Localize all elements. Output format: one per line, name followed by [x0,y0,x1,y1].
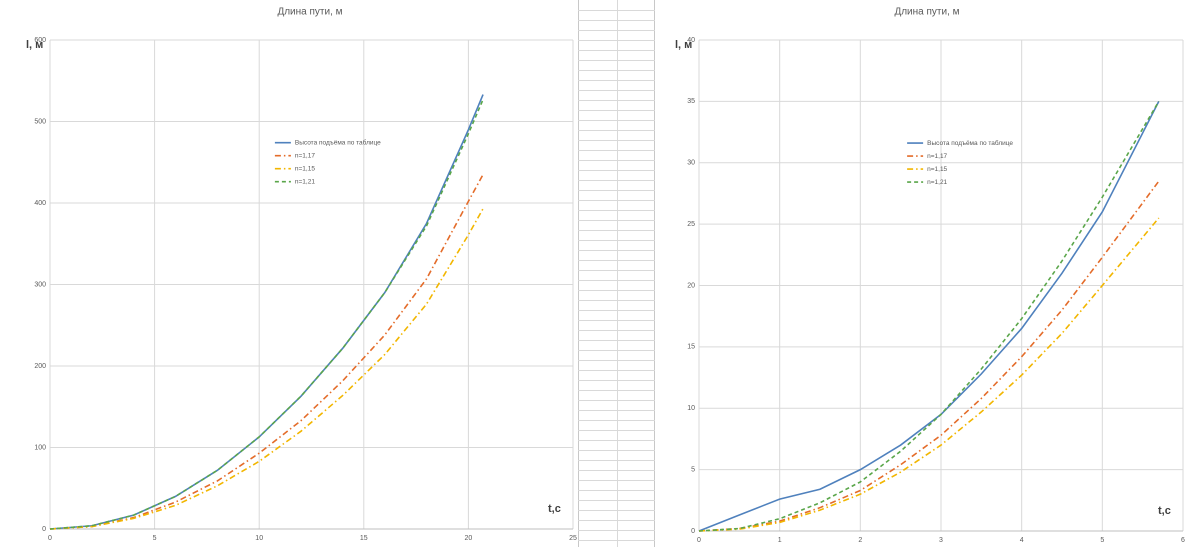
x-tick-label: 1 [778,537,782,544]
series-line [49,94,484,530]
series-line [698,100,1160,532]
x-tick-label: 2 [858,537,862,544]
x-tick-label: 3 [939,537,943,544]
y-tick-label: 5 [691,466,695,473]
series-line [49,174,484,530]
legend-label: Высота подъёма по таблице [927,139,1013,147]
chart-title: Длина пути, м [894,7,959,18]
y-tick-label: 400 [34,200,46,207]
legend-label: n=1,15 [927,166,947,173]
x-axis-title: t,с [1158,505,1171,517]
y-axis-title: l, м [26,39,43,51]
legend-label: Высота подъёма по таблице [295,138,381,146]
legend-label: n=1,15 [295,165,315,172]
series-line [698,101,1160,532]
y-tick-label: 0 [691,528,695,535]
chart-left: Длина пути, м 0 100 200 300 400 500 600 0 5 10 15 20… [26,7,577,542]
x-axis-title: t,с [548,503,561,515]
x-tick-label: 0 [697,537,701,544]
series-line [698,180,1160,532]
y-tick-label: 15 [687,344,695,351]
y-tick-label: 500 [34,118,46,125]
legend-label: n=1,17 [927,153,947,160]
legend-label: n=1,21 [927,179,947,186]
y-tick-label: 40 [687,37,695,44]
series-line [49,208,484,530]
y-tick-label: 10 [687,405,695,412]
y-tick-label: 35 [687,98,695,105]
series-line [698,217,1160,532]
y-axis-title: l, м [675,39,692,51]
series-line [49,99,484,530]
sheet-cells [578,0,655,547]
y-tick-label: 30 [687,160,695,167]
x-tick-label: 5 [1100,537,1104,544]
y-tick-label: 0 [42,526,46,533]
y-tick-label: 25 [687,221,695,228]
y-tick-label: 20 [687,282,695,289]
x-tick-label: 4 [1020,537,1024,544]
legend-label: n=1,17 [295,152,315,159]
y-tick-label: 600 [34,37,46,44]
chart-right: Длина пути, м 0 5 10 15 20 25 30 35 40 0 1 2 3 4 5 6 l, м… [675,7,1185,544]
chart-title: Длина пути, м [277,7,342,18]
x-tick-label: 25 [569,535,577,542]
y-tick-label: 300 [34,281,46,288]
x-tick-label: 5 [153,535,157,542]
y-tick-label: 100 [34,444,46,451]
x-tick-label: 15 [360,535,368,542]
x-tick-label: 20 [465,535,473,542]
x-tick-label: 0 [48,535,52,542]
x-tick-label: 10 [255,535,263,542]
legend-label: n=1,21 [295,178,315,185]
y-tick-label: 200 [34,363,46,370]
x-tick-label: 6 [1181,537,1185,544]
